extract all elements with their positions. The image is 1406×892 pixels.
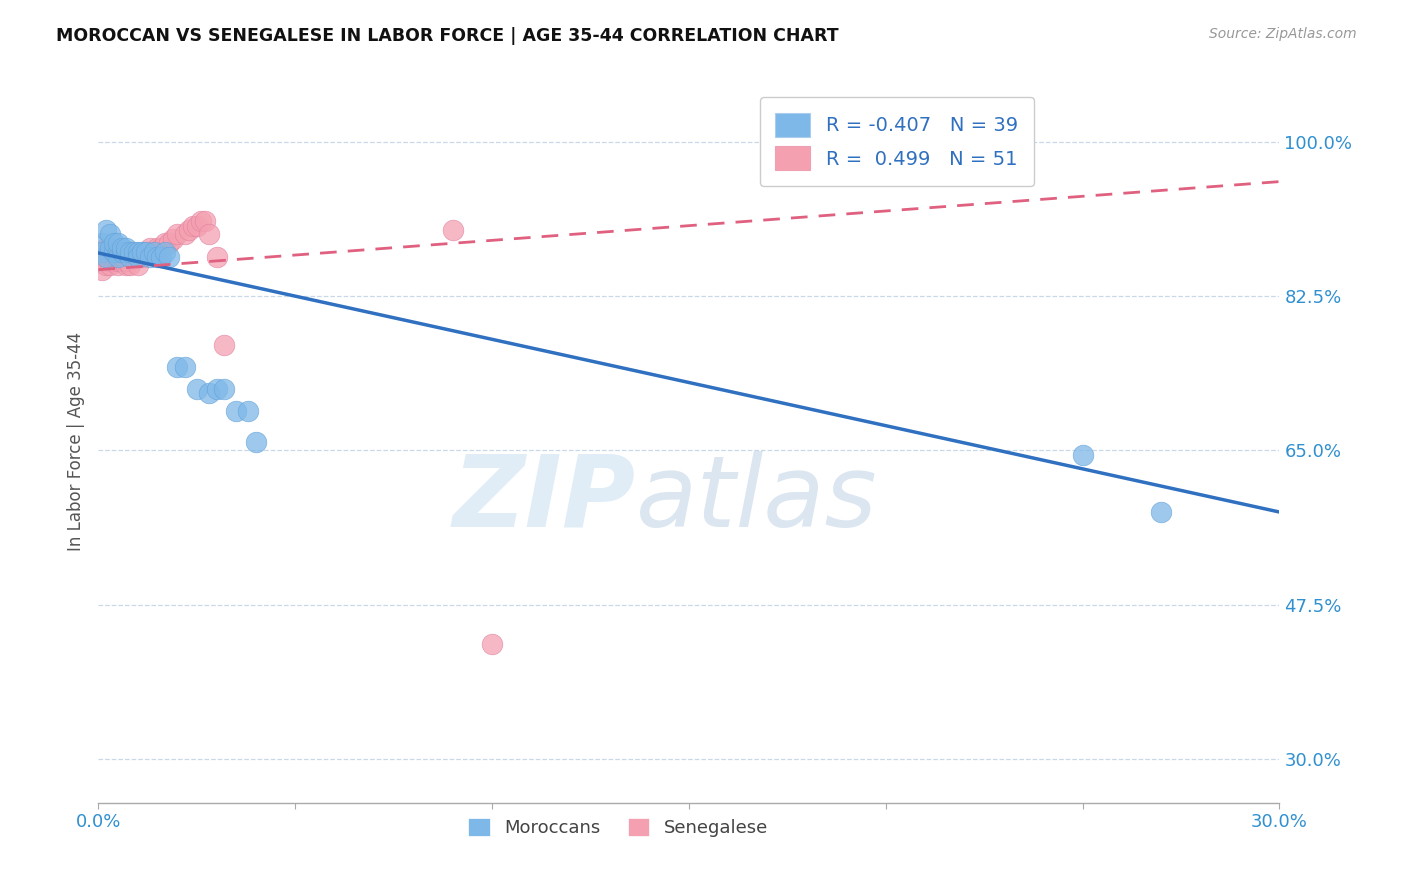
- Point: [107, 258, 129, 272]
- Point: [96, 223, 118, 237]
- Point: [98, 245, 121, 260]
- Text: atlas: atlas: [636, 450, 877, 548]
- Point: [127, 250, 149, 264]
- Point: [186, 382, 208, 396]
- Point: [174, 359, 197, 374]
- Point: [96, 241, 118, 255]
- Point: [214, 382, 236, 396]
- Point: [127, 245, 149, 260]
- Point: [135, 245, 157, 260]
- Point: [166, 227, 188, 242]
- Point: [107, 245, 129, 260]
- Point: [205, 250, 228, 264]
- Point: [236, 403, 259, 417]
- Point: [214, 337, 236, 351]
- Y-axis label: In Labor Force | Age 35-44: In Labor Force | Age 35-44: [66, 332, 84, 551]
- Point: [98, 241, 121, 255]
- Point: [166, 359, 188, 374]
- Point: [225, 403, 247, 417]
- Point: [190, 214, 212, 228]
- Point: [181, 219, 204, 233]
- Point: [155, 245, 177, 260]
- Point: [245, 434, 267, 449]
- Point: [122, 250, 145, 264]
- Point: [115, 253, 138, 268]
- Point: [205, 382, 228, 396]
- Legend: Moroccans, Senegalese: Moroccans, Senegalese: [461, 811, 775, 845]
- Point: [197, 386, 219, 401]
- Point: [115, 241, 138, 255]
- Point: [142, 245, 165, 260]
- Point: [91, 262, 114, 277]
- Point: [174, 227, 197, 242]
- Point: [150, 241, 173, 255]
- Point: [115, 258, 138, 272]
- Point: [111, 253, 134, 268]
- Point: [103, 245, 125, 260]
- Point: [131, 250, 153, 264]
- Point: [91, 245, 114, 260]
- Point: [111, 250, 134, 264]
- Point: [118, 245, 141, 260]
- Point: [111, 245, 134, 260]
- Point: [98, 227, 121, 242]
- Point: [96, 245, 118, 260]
- Point: [177, 223, 200, 237]
- Point: [103, 241, 125, 255]
- Point: [118, 245, 141, 260]
- Point: [142, 245, 165, 260]
- Point: [1071, 448, 1094, 462]
- Point: [91, 253, 114, 268]
- Point: [96, 250, 118, 264]
- Point: [197, 227, 219, 242]
- Point: [91, 245, 114, 260]
- Point: [103, 253, 125, 268]
- Point: [127, 258, 149, 272]
- Point: [107, 253, 129, 268]
- Point: [162, 232, 184, 246]
- Point: [194, 214, 217, 228]
- Point: [118, 258, 141, 272]
- Point: [111, 245, 134, 260]
- Point: [96, 258, 118, 272]
- Point: [103, 250, 125, 264]
- Point: [157, 236, 180, 251]
- Point: [96, 250, 118, 264]
- Point: [1150, 505, 1173, 519]
- Point: [186, 219, 208, 233]
- Point: [118, 250, 141, 264]
- Point: [111, 241, 134, 255]
- Point: [118, 250, 141, 264]
- Point: [155, 236, 177, 251]
- Point: [157, 250, 180, 264]
- Point: [107, 245, 129, 260]
- Point: [481, 637, 503, 651]
- Point: [107, 236, 129, 251]
- Point: [103, 236, 125, 251]
- Point: [98, 250, 121, 264]
- Point: [115, 245, 138, 260]
- Point: [91, 250, 114, 264]
- Point: [135, 245, 157, 260]
- Point: [441, 223, 464, 237]
- Point: [146, 250, 169, 264]
- Point: [138, 250, 160, 264]
- Text: ZIP: ZIP: [453, 450, 636, 548]
- Point: [98, 253, 121, 268]
- Text: Source: ZipAtlas.com: Source: ZipAtlas.com: [1209, 27, 1357, 41]
- Point: [127, 250, 149, 264]
- Point: [107, 250, 129, 264]
- Point: [138, 241, 160, 255]
- Point: [98, 258, 121, 272]
- Text: MOROCCAN VS SENEGALESE IN LABOR FORCE | AGE 35-44 CORRELATION CHART: MOROCCAN VS SENEGALESE IN LABOR FORCE | …: [56, 27, 839, 45]
- Point: [122, 245, 145, 260]
- Point: [91, 236, 114, 251]
- Point: [150, 250, 173, 264]
- Point: [131, 245, 153, 260]
- Point: [146, 241, 169, 255]
- Point: [115, 245, 138, 260]
